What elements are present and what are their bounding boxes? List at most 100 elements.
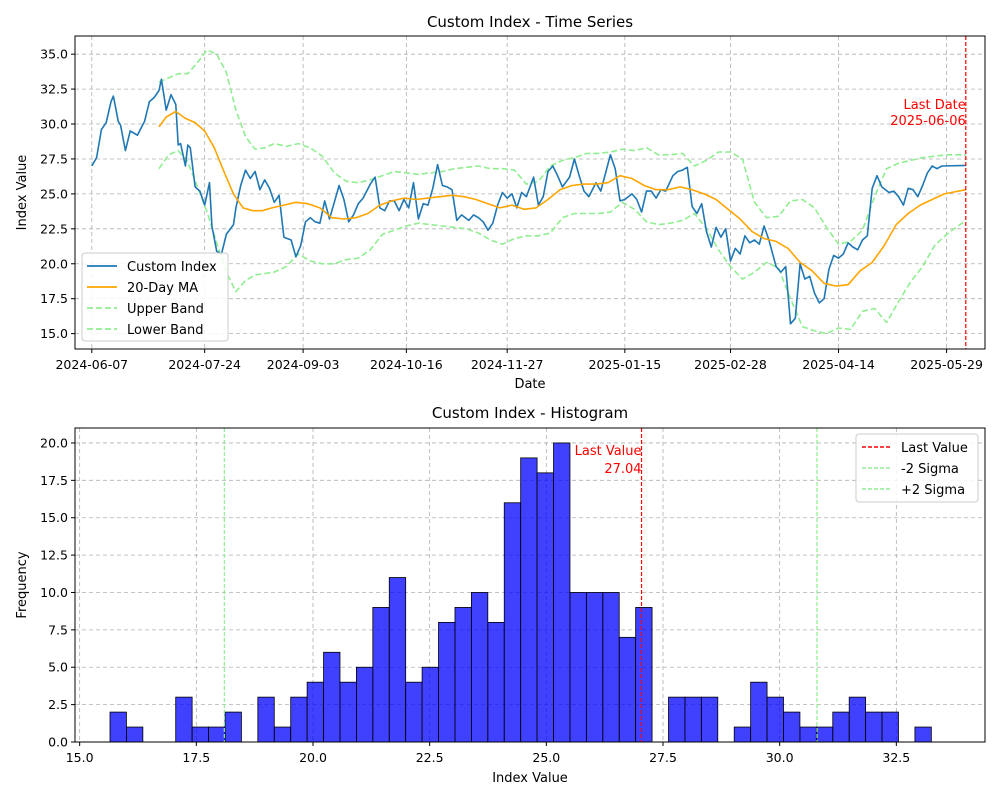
histogram-bar — [191, 726, 209, 743]
histogram-y-tick-label: 2.5 — [48, 697, 68, 712]
legend-label: Last Value — [901, 441, 968, 456]
time-series-frame — [74, 35, 986, 350]
histogram-bar — [815, 726, 834, 743]
histogram-bar — [865, 711, 883, 743]
histogram-bar — [421, 666, 439, 743]
histogram-bar — [914, 726, 932, 743]
histogram-bar — [783, 711, 801, 743]
histogram-bar — [454, 607, 472, 743]
histogram-bar — [388, 577, 407, 743]
histogram-bar — [635, 607, 653, 743]
histogram-bar — [668, 696, 686, 743]
histogram-bar — [602, 592, 620, 743]
histogram-bar — [355, 666, 374, 743]
histogram-y-tick-label: 12.5 — [40, 548, 68, 563]
histogram-bar — [323, 651, 341, 743]
histogram-bar — [503, 502, 522, 743]
time-series-y-tick-label: 25.0 — [40, 186, 68, 201]
histogram-y-tick-label: 10.0 — [40, 585, 68, 600]
time-series-legend: Custom Index 20-Day MA Upper Band Lower Ban… — [81, 252, 229, 342]
time-series-y-tick-label: 17.5 — [40, 291, 68, 306]
histogram-bar — [618, 636, 637, 743]
histogram-x-label: Index Value — [492, 771, 568, 786]
time-series-x-tick-label: 2024-10-16 — [370, 357, 443, 372]
histogram-bar — [487, 621, 505, 743]
histogram-x-tick-label: 22.5 — [416, 750, 444, 765]
histogram-bar — [405, 681, 423, 743]
histogram-bar — [536, 472, 554, 743]
histogram-y-tick-label: 5.0 — [48, 660, 68, 675]
time-series-y-tick-label: 27.5 — [40, 151, 68, 166]
time-series-y-tick-label: 20.0 — [40, 256, 68, 271]
histogram-bar — [799, 726, 817, 743]
time-series-y-label: Index Value — [15, 155, 30, 231]
histogram-x-tick-label: 27.5 — [649, 750, 677, 765]
histogram-y-tick-label: 0.0 — [48, 735, 68, 750]
histogram-bar — [881, 711, 899, 743]
histogram-bar — [109, 711, 127, 743]
legend-label: Custom Index — [127, 260, 217, 275]
histogram-chart: Last Value 27.04 15.0 17.5 20.0 22.5 25.0 27.… — [15, 404, 986, 786]
histogram-bar — [290, 696, 308, 743]
series-line-lower-band — [158, 149, 967, 335]
legend-label: Lower Band — [127, 323, 203, 338]
histogram-x-tick-label: 30.0 — [766, 750, 794, 765]
histogram-bar — [553, 442, 571, 743]
histogram-x-tick-label: 20.0 — [299, 750, 327, 765]
histogram-bar — [126, 726, 144, 743]
histogram-bar — [372, 607, 390, 743]
histogram-y-tick-label: 20.0 — [40, 435, 68, 450]
time-series-legend-box — [81, 252, 229, 342]
histogram-bar — [175, 696, 193, 743]
histogram-x-tick-label: 15.0 — [66, 750, 94, 765]
last-date-label: Last Date — [903, 98, 965, 113]
time-series-chart: Last Date 2025-06-06 2024-06-07 2024-07-2… — [15, 13, 986, 392]
time-series-x-tick-label: 2024-11-27 — [471, 357, 544, 372]
time-series-x-tick-label: 2025-05-29 — [910, 357, 983, 372]
histogram-bar — [684, 696, 702, 743]
histogram-bar — [733, 726, 752, 743]
time-series-x-tick-label: 2025-04-14 — [802, 357, 875, 372]
histogram-y-tick-label: 17.5 — [40, 473, 68, 488]
histogram-bar — [848, 696, 867, 743]
histogram-bar — [520, 457, 538, 743]
time-series-title: Custom Index - Time Series — [427, 13, 633, 31]
histogram-y-tick-label: 7.5 — [48, 622, 68, 637]
time-series-x-tick-label: 2025-01-15 — [589, 357, 662, 372]
time-series-y-tick-label: 22.5 — [40, 221, 68, 236]
time-series-x-label: Date — [514, 377, 545, 392]
histogram-bar — [470, 592, 489, 743]
legend-label: +2 Sigma — [901, 483, 965, 498]
histogram-bar — [339, 681, 357, 743]
histogram-title: Custom Index - Histogram — [432, 404, 628, 422]
histogram-bar — [257, 696, 275, 743]
legend-label: 20-Day MA — [127, 281, 198, 296]
histogram-legend-box — [855, 433, 979, 503]
histogram-bar — [700, 696, 719, 743]
series-line-20-day-ma — [158, 110, 966, 287]
time-series-y-tick-label: 35.0 — [40, 47, 68, 62]
time-series-grid — [75, 36, 985, 349]
histogram-x-tick-label: 32.5 — [882, 750, 910, 765]
time-series-x-tick-label: 2025-02-28 — [694, 357, 767, 372]
histogram-bar — [766, 696, 784, 743]
histogram-bar — [208, 726, 226, 743]
time-series-x-tick-label: 2024-06-07 — [55, 357, 128, 372]
time-series-annotation: Last Date 2025-06-06 — [890, 36, 967, 349]
histogram-bar — [273, 726, 292, 743]
legend-label: -2 Sigma — [901, 462, 959, 477]
histogram-bar — [569, 592, 587, 743]
time-series-y-tick-label: 32.5 — [40, 82, 68, 97]
histogram-bar — [750, 681, 768, 743]
last-value-number: 27.04 — [604, 462, 641, 477]
histogram-bar — [306, 681, 324, 743]
histogram-bar — [224, 711, 242, 743]
histogram-ticks: 15.0 17.5 20.0 22.5 25.0 27.5 30.0 32.5 0.0 2.5 5.… — [40, 435, 910, 765]
time-series-y-tick-label: 15.0 — [40, 326, 68, 341]
histogram-reference-lines — [223, 428, 818, 742]
histogram-frame — [74, 427, 986, 743]
histogram-x-tick-label: 25.0 — [532, 750, 560, 765]
legend-label: Upper Band — [127, 302, 204, 317]
time-series-y-tick-label: 30.0 — [40, 117, 68, 132]
